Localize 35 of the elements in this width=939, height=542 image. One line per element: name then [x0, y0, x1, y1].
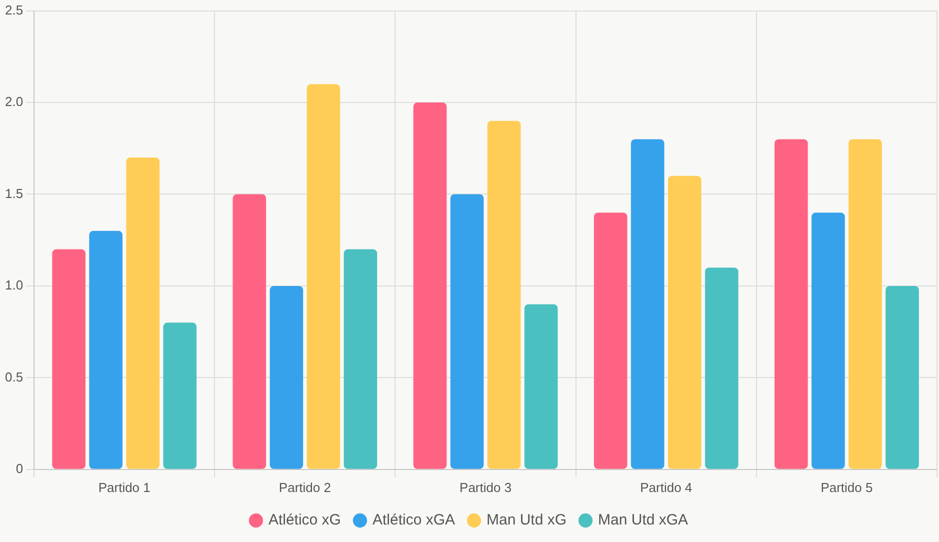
y-tick-label: 0 — [16, 460, 24, 476]
x-tick-label: Partido 1 — [98, 480, 150, 495]
bar — [306, 84, 340, 469]
y-tick-label: 0.5 — [4, 369, 24, 384]
legend-label: Man Utd xGA — [598, 512, 688, 529]
bar — [668, 176, 702, 469]
x-tick-label: Partido 4 — [640, 480, 692, 495]
legend-label: Atlético xG — [268, 512, 341, 529]
y-tick-label: 1.5 — [4, 186, 24, 201]
bar — [126, 158, 160, 469]
x-tick-label: Partido 2 — [278, 480, 331, 495]
bar — [774, 139, 808, 469]
bar — [270, 286, 304, 469]
bar — [52, 249, 86, 469]
bar — [524, 304, 558, 469]
bar — [848, 139, 882, 469]
bar — [630, 139, 664, 469]
bar — [594, 212, 628, 469]
bar — [89, 230, 123, 469]
bar — [450, 194, 484, 469]
bar — [812, 212, 845, 469]
bar — [487, 120, 521, 469]
bar — [413, 102, 447, 469]
bar — [232, 194, 266, 469]
x-tick-label: Partido 3 — [460, 480, 512, 495]
bar — [886, 286, 919, 469]
x-tick-label: Partido 5 — [820, 480, 873, 495]
y-tick-label: 1.0 — [4, 278, 24, 293]
bar — [344, 249, 378, 469]
bar — [704, 268, 738, 469]
y-tick-label: 2.0 — [4, 94, 24, 110]
legend-label: Atlético xGA — [372, 512, 455, 529]
bar — [163, 322, 197, 469]
y-tick-label: 2.5 — [4, 2, 24, 18]
legend-label: Man Utd xG — [486, 512, 567, 529]
